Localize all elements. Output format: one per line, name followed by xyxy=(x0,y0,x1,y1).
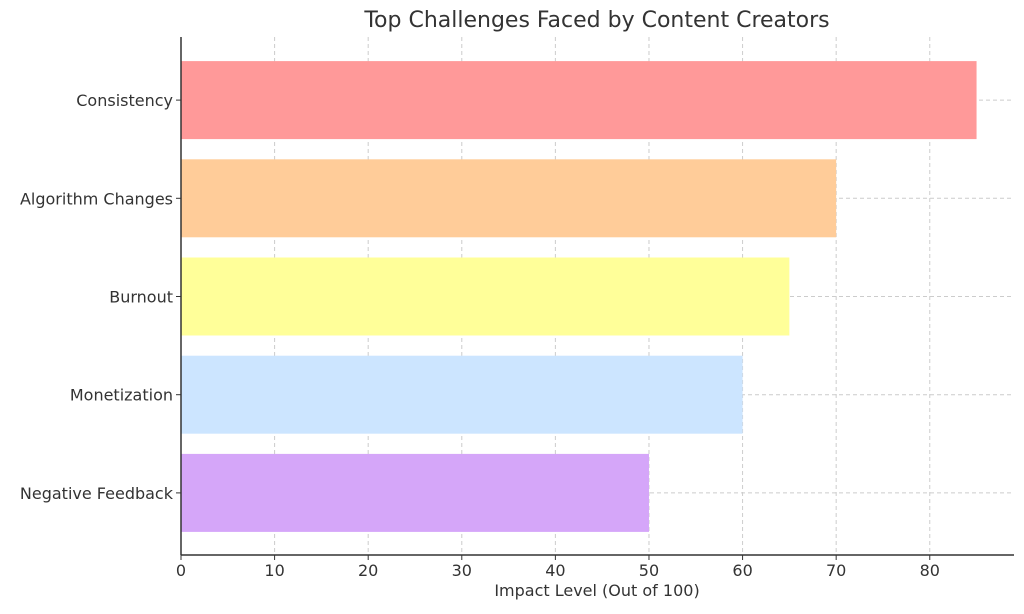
x-tick-label: 80 xyxy=(920,561,940,580)
bar-negative-feedback xyxy=(181,453,649,532)
x-tick-label: 60 xyxy=(732,561,752,580)
bar-monetization xyxy=(181,355,743,434)
bar-burnout xyxy=(181,257,790,336)
x-tick-label: 10 xyxy=(264,561,284,580)
category-labels: Consistency Algorithm Changes Burnout Monet… xyxy=(20,91,181,503)
x-tick-label: 30 xyxy=(452,561,472,580)
x-tick-label: 50 xyxy=(639,561,659,580)
category-label: Monetization xyxy=(70,386,173,405)
category-label: Algorithm Changes xyxy=(20,189,173,208)
x-tick-label: 40 xyxy=(545,561,565,580)
bars xyxy=(181,61,977,532)
x-tick-label: 20 xyxy=(358,561,378,580)
bar-algorithm-changes xyxy=(181,159,837,238)
category-label: Negative Feedback xyxy=(20,484,174,503)
x-axis-title: Impact Level (Out of 100) xyxy=(494,581,699,600)
bar-consistency xyxy=(181,61,977,140)
x-tick-label: 0 xyxy=(176,561,186,580)
x-ticks: 0 10 20 30 40 50 60 70 80 xyxy=(176,555,940,580)
x-tick-label: 70 xyxy=(826,561,846,580)
category-label: Burnout xyxy=(109,288,173,307)
category-label: Consistency xyxy=(76,91,173,110)
chart-title: Top Challenges Faced by Content Creators xyxy=(363,8,829,33)
